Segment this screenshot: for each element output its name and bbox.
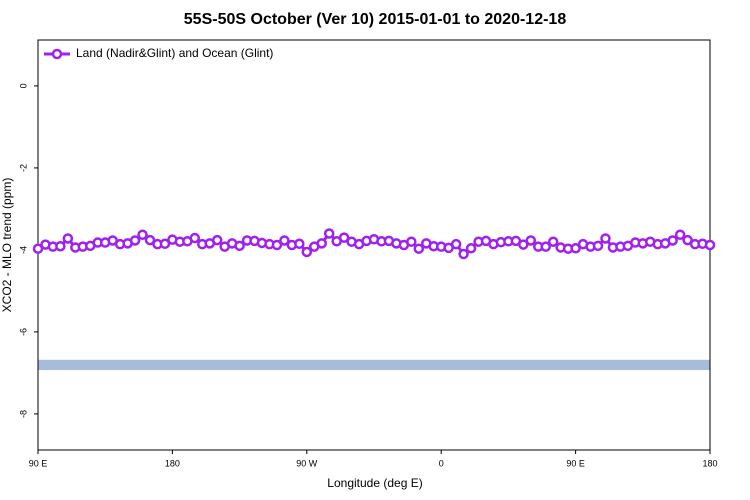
point	[211, 234, 223, 246]
point	[338, 232, 350, 243]
y-tick-label: -6	[18, 328, 28, 336]
point	[129, 235, 141, 246]
legend-marker	[51, 48, 63, 60]
point	[406, 236, 417, 247]
point	[540, 241, 551, 252]
point	[62, 233, 74, 244]
point	[704, 239, 716, 251]
point	[518, 239, 529, 250]
point	[600, 233, 611, 244]
y-axis-label: XCO2 - MLO trend (ppm)	[0, 178, 14, 313]
x-tick-label: 180	[702, 458, 717, 468]
x-tick-label: 90 E	[29, 458, 48, 468]
point	[32, 243, 44, 254]
point	[465, 243, 477, 254]
legend-label: Land (Nadir&Glint) and Ocean (Glint)	[76, 46, 273, 60]
point	[570, 243, 581, 254]
point	[271, 239, 283, 251]
y-tick-label: -4	[18, 246, 28, 254]
point	[316, 238, 327, 249]
point	[458, 248, 469, 260]
point	[323, 228, 335, 239]
point	[667, 235, 678, 246]
x-tick-label: 90 E	[566, 458, 585, 468]
point	[301, 246, 313, 258]
point	[279, 235, 290, 246]
point	[144, 234, 156, 246]
point	[234, 240, 245, 252]
x-tick-label: 90 W	[296, 458, 318, 468]
point	[547, 236, 559, 247]
band	[38, 359, 710, 371]
x-tick-label: 180	[165, 458, 180, 468]
point	[189, 232, 201, 244]
point	[413, 243, 425, 254]
point	[450, 238, 462, 250]
x-tick-label: 0	[439, 458, 444, 468]
point	[592, 240, 604, 252]
point	[674, 229, 686, 240]
point	[137, 229, 148, 240]
point	[682, 234, 693, 246]
y-tick-label: 0	[18, 83, 28, 88]
point	[525, 235, 537, 246]
chart-title: 55S-50S October (Ver 10) 2015-01-01 to 2…	[184, 11, 567, 28]
y-tick-label: -2	[18, 164, 28, 172]
point	[159, 238, 171, 250]
point	[55, 240, 66, 252]
point	[294, 238, 305, 250]
y-tick-label: -8	[18, 410, 28, 418]
x-axis-label: Longitude (deg E)	[327, 476, 422, 490]
